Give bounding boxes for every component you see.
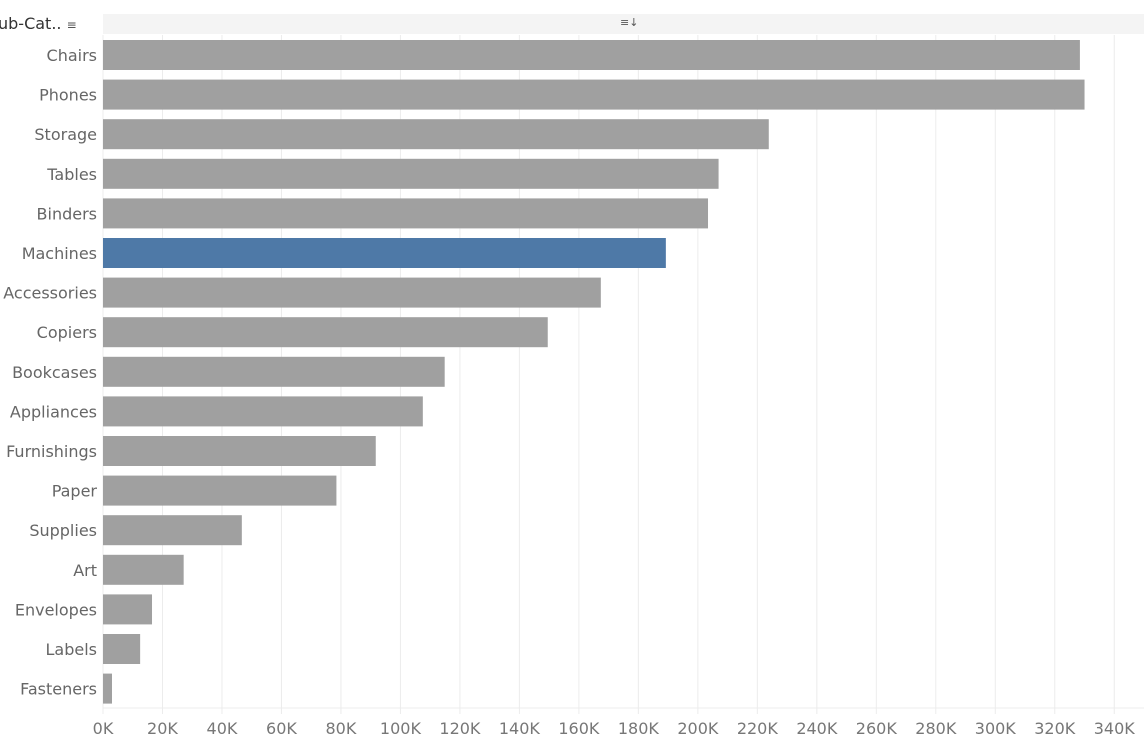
bar-fasteners[interactable] (103, 673, 112, 704)
x-tick-label: 0K (93, 719, 114, 738)
bar-phones[interactable] (103, 79, 1085, 110)
bar-binders[interactable] (103, 198, 709, 229)
axis-header-band: ≡↓ (103, 14, 1144, 34)
x-tick-label: 120K (439, 719, 481, 738)
bar-storage[interactable] (103, 119, 769, 150)
category-label: Art (73, 561, 97, 580)
category-label: Labels (46, 640, 98, 659)
sort-axis-icon[interactable]: ≡↓ (620, 16, 639, 29)
category-label: Appliances (10, 402, 97, 421)
bar-labels[interactable] (103, 634, 141, 664)
bar-appliances[interactable] (103, 396, 423, 427)
x-tick-label: 160K (558, 719, 600, 738)
bar-chairs[interactable] (103, 40, 1080, 70)
column-header-label: ub-Cat.. (0, 14, 62, 33)
bar-paper[interactable] (103, 475, 337, 506)
x-tick-label: 220K (737, 719, 779, 738)
bar-bookcases[interactable] (103, 356, 445, 387)
column-header-sub-category[interactable]: ub-Cat.. ≡ (0, 14, 77, 33)
category-label: Supplies (29, 521, 97, 540)
bar-machines[interactable] (103, 238, 666, 268)
category-label: Tables (46, 165, 97, 184)
category-label: Fasteners (20, 680, 97, 699)
category-label: Bookcases (12, 363, 97, 382)
x-tick-label: 300K (975, 719, 1017, 738)
x-tick-label: 180K (618, 719, 660, 738)
x-tick-label: 40K (207, 719, 238, 738)
category-label: Machines (22, 244, 97, 263)
bar-accessories[interactable] (103, 277, 601, 308)
category-label: Paper (52, 482, 98, 501)
bar-tables[interactable] (103, 158, 719, 189)
x-tick-label: 20K (147, 719, 178, 738)
bar-copiers[interactable] (103, 317, 548, 348)
x-tick-label: 100K (380, 719, 422, 738)
bar-envelopes[interactable] (103, 594, 153, 625)
x-tick-label: 80K (326, 719, 357, 738)
x-tick-label: 240K (796, 719, 838, 738)
category-label: Chairs (47, 46, 97, 65)
category-label: Envelopes (15, 600, 97, 619)
x-tick-label: 340K (1094, 719, 1136, 738)
category-label: Phones (39, 86, 97, 105)
category-label: Storage (34, 125, 97, 144)
category-label: Accessories (3, 284, 97, 303)
bar-furnishings[interactable] (103, 436, 376, 466)
x-tick-label: 280K (915, 719, 957, 738)
sort-descending-icon[interactable]: ≡ (66, 18, 77, 32)
x-tick-label: 200K (677, 719, 719, 738)
x-tick-label: 140K (499, 719, 541, 738)
category-label: Binders (37, 204, 97, 223)
x-tick-label: 60K (266, 719, 297, 738)
bar-art[interactable] (103, 554, 184, 585)
bar-supplies[interactable] (103, 515, 242, 546)
category-label: Furnishings (6, 442, 97, 461)
x-tick-label: 320K (1034, 719, 1076, 738)
x-tick-label: 260K (856, 719, 898, 738)
category-label: Copiers (37, 323, 97, 342)
